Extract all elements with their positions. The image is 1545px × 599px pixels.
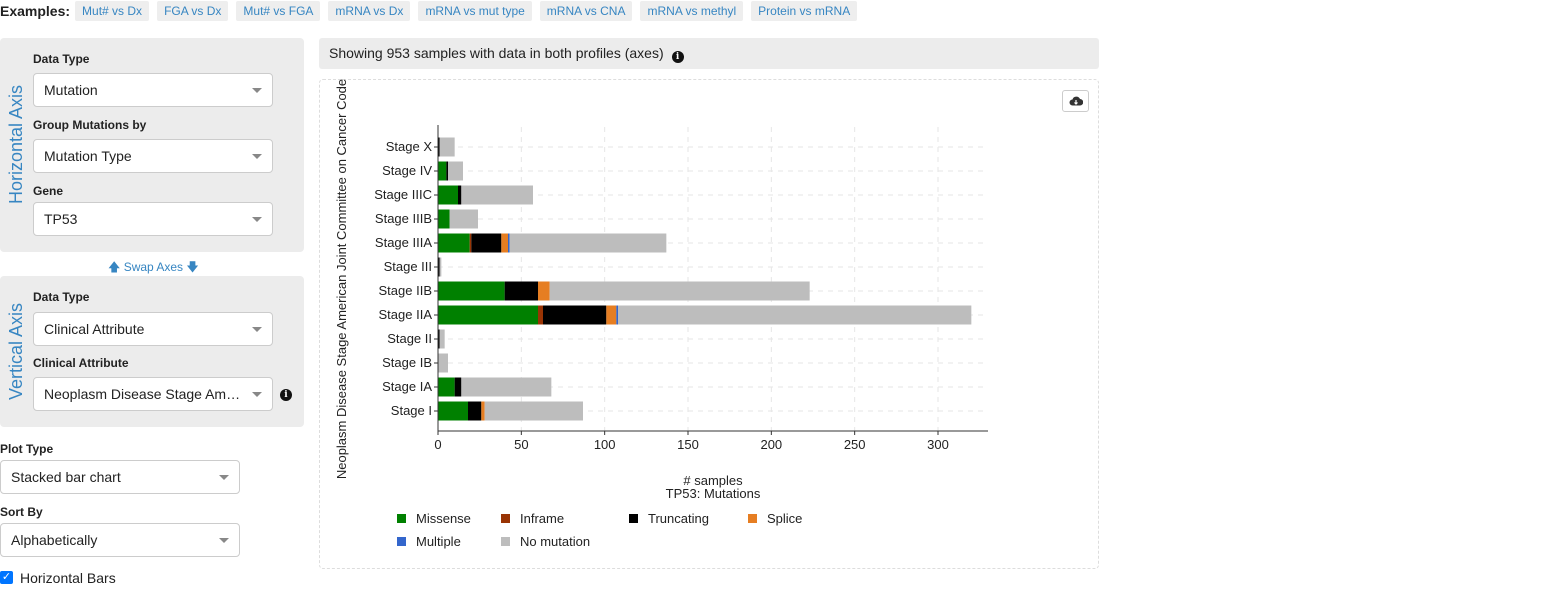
horizontal-bars-label: Horizontal Bars	[20, 570, 116, 586]
example-mut-vs-dx[interactable]: Mut# vs Dx	[75, 1, 150, 21]
h-data-type-select[interactable]: Mutation	[33, 73, 273, 107]
chevron-down-icon	[219, 538, 229, 543]
examples-bar: Examples: Mut# vs Dx FGA vs Dx Mut# vs F…	[0, 0, 865, 22]
clinical-attribute-select[interactable]: Neoplasm Disease Stage American Joint Co…	[33, 377, 273, 411]
arrow-down-icon: 🡇	[186, 260, 199, 274]
arrow-up-icon: 🡅	[108, 260, 121, 274]
example-mut-vs-fga[interactable]: Mut# vs FGA	[236, 1, 321, 21]
clinical-attribute-label: Clinical Attribute	[33, 356, 129, 370]
gene-select[interactable]: TP53	[33, 202, 273, 236]
chevron-down-icon	[252, 88, 262, 93]
horizontal-axis-title: Horizontal Axis	[6, 84, 26, 204]
sort-by-value: Alphabetically	[11, 532, 98, 548]
examples-label: Examples:	[0, 3, 71, 19]
example-mrna-vs-dx[interactable]: mRNA vs Dx	[328, 1, 411, 21]
vertical-axis-panel: Vertical Axis Data Type Clinical Attribu…	[0, 276, 304, 427]
swap-axes-button[interactable]: 🡅 Swap Axes 🡇	[108, 258, 199, 279]
example-mrna-vs-methyl[interactable]: mRNA vs methyl	[640, 1, 744, 21]
v-data-type-value: Clinical Attribute	[44, 321, 145, 337]
chevron-down-icon	[252, 217, 262, 222]
group-mutations-value: Mutation Type	[44, 148, 132, 164]
sort-by-label: Sort By	[0, 505, 43, 519]
clinical-attribute-value: Neoplasm Disease Stage American Joint Co…	[44, 386, 272, 402]
gene-label: Gene	[33, 184, 64, 198]
chevron-down-icon	[252, 327, 262, 332]
chevron-down-icon	[219, 475, 229, 480]
plot-type-label: Plot Type	[0, 442, 54, 456]
plot-container	[319, 79, 1099, 569]
h-data-type-value: Mutation	[44, 82, 98, 98]
samples-header-text: Showing 953 samples with data in both pr…	[329, 45, 664, 61]
gene-value: TP53	[44, 211, 78, 227]
example-fga-vs-dx[interactable]: FGA vs Dx	[157, 1, 229, 21]
download-button[interactable]	[1062, 90, 1089, 112]
plot-type-select[interactable]: Stacked bar chart	[0, 460, 240, 494]
info-icon[interactable]: i	[671, 51, 684, 63]
samples-header: Showing 953 samples with data in both pr…	[319, 38, 1099, 69]
plot-type-value: Stacked bar chart	[11, 469, 121, 485]
h-data-type-label: Data Type	[33, 52, 90, 66]
vertical-axis-title: Vertical Axis	[6, 302, 26, 400]
horizontal-axis-panel: Horizontal Axis Data Type Mutation Group…	[0, 38, 304, 252]
chevron-down-icon	[252, 154, 262, 159]
swap-axes-label: Swap Axes	[123, 260, 184, 274]
example-protein-vs-mrna[interactable]: Protein vs mRNA	[751, 1, 858, 21]
sort-by-select[interactable]: Alphabetically	[0, 523, 240, 557]
group-mutations-label: Group Mutations by	[33, 118, 147, 132]
example-mrna-vs-mut-type[interactable]: mRNA vs mut type	[418, 1, 532, 21]
cloud-download-icon	[1069, 96, 1083, 106]
v-data-type-select[interactable]: Clinical Attribute	[33, 312, 273, 346]
example-mrna-vs-cna[interactable]: mRNA vs CNA	[539, 1, 633, 21]
chevron-down-icon	[252, 392, 262, 397]
info-icon[interactable]: i	[280, 389, 292, 401]
horizontal-bars-checkbox[interactable]: ✓	[0, 571, 13, 584]
group-mutations-select[interactable]: Mutation Type	[33, 139, 273, 173]
v-data-type-label: Data Type	[33, 290, 90, 304]
